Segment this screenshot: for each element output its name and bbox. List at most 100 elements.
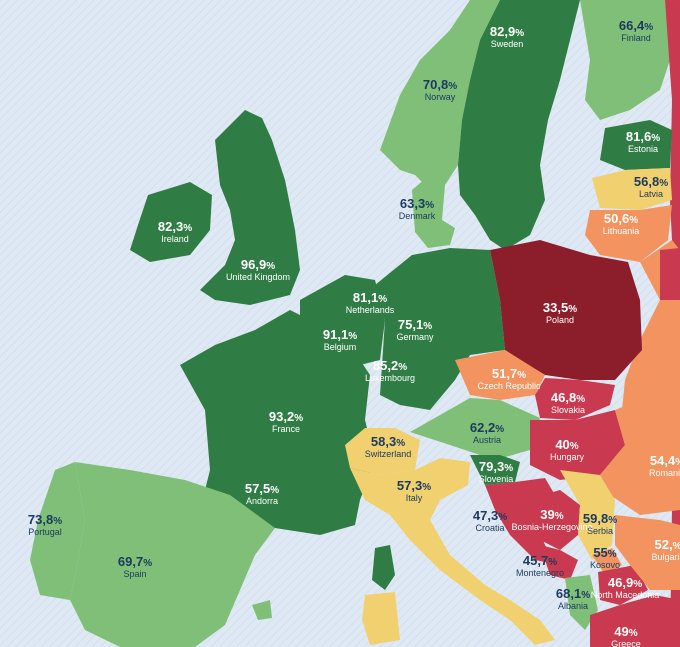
value-number: 68,1 (555, 586, 582, 601)
country-value: 57,3% (397, 479, 431, 493)
value-number: 57,3 (396, 478, 423, 493)
country-name: Montenegro (515, 568, 565, 578)
country-label-kosovo: 55% Kosovo (590, 546, 620, 570)
country-name: Andorra (245, 496, 279, 506)
percent-sign: % (607, 549, 617, 560)
germany-shape (375, 248, 505, 410)
switzerland-shape (345, 428, 420, 475)
percent-sign: % (266, 261, 276, 272)
country-value: 85,2% (365, 359, 415, 373)
country-label-slovakia: 46,8% Slovakia (551, 391, 585, 415)
value-number: 45,7 (522, 553, 549, 568)
percent-sign: % (425, 200, 435, 211)
value-number: 82,3 (157, 219, 184, 234)
montenegro-shape (540, 545, 578, 580)
percent-sign: % (348, 331, 358, 342)
country-name: North Macedonia (590, 590, 660, 600)
country-value: 96,9% (226, 258, 290, 272)
country-label-belgium: 91,1% Belgium (323, 328, 357, 352)
percent-sign: % (568, 304, 578, 315)
country-value: 49% (611, 625, 641, 639)
percent-sign: % (554, 511, 564, 522)
value-number: 85,2 (372, 358, 399, 373)
country-label-romania: 54,4%Romania (649, 454, 680, 478)
country-label-bosnia-herzegovina: 39% Bosnia-Herzegovina (511, 508, 592, 532)
slovakia-shape (535, 378, 615, 420)
percent-sign: % (398, 362, 408, 373)
country-name: Italy (405, 493, 423, 503)
value-number: 33,5 (542, 300, 569, 315)
value-number: 81,6 (625, 129, 652, 144)
percent-sign: % (517, 370, 527, 381)
czech-shape (455, 350, 545, 400)
country-value: 79,3% (479, 460, 514, 474)
romania-shape (600, 395, 680, 515)
value-number: 73,8 (27, 512, 54, 527)
percent-sign: % (548, 557, 558, 568)
percent-sign: % (629, 215, 639, 226)
country-name: Denmark (398, 211, 436, 221)
country-name: Kosovo (589, 560, 621, 570)
country-value: 47,3% (473, 509, 507, 523)
albania-shape (565, 575, 598, 630)
country-label-montenegro: 45,7% Montenegro (516, 554, 564, 578)
value-number: 40 (555, 437, 570, 452)
france-shape (180, 310, 375, 535)
percent-sign: % (504, 463, 514, 474)
italy-shape (350, 458, 555, 645)
greece-shape (590, 595, 680, 647)
percent-sign: % (495, 424, 505, 435)
country-name: France (271, 424, 300, 434)
country-name: Switzerland (364, 449, 412, 459)
percent-sign: % (659, 178, 669, 189)
value-number: 57,5 (244, 481, 271, 496)
percent-sign: % (498, 512, 508, 523)
bosnia-shape (525, 490, 580, 550)
latvia-shape (592, 168, 672, 210)
country-name: Belgium (323, 342, 357, 352)
value-number: 52, (654, 537, 673, 552)
country-label-united-kingdom: 96,9% United Kingdom (226, 258, 290, 282)
country-value: 59,8% (583, 512, 617, 526)
country-value: 66,4% (619, 19, 653, 33)
country-value: 75,1% (396, 318, 433, 332)
value-number: 96,9 (240, 257, 267, 272)
country-label-netherlands: 81,1% Netherlands (346, 291, 395, 315)
country-label-finland: 66,4% Finland (619, 19, 653, 43)
country-value: 82,9% (490, 25, 524, 39)
percent-sign: % (422, 482, 432, 493)
value-number: 46,8 (550, 390, 577, 405)
country-label-sweden: 82,9% Sweden (490, 25, 524, 49)
country-label-italy: 57,3% Italy (397, 479, 431, 503)
percent-sign: % (644, 22, 654, 33)
country-label-austria: 62,2% Austria (470, 421, 504, 445)
country-name: Austria (472, 435, 501, 445)
percent-sign: % (423, 321, 433, 332)
value-number: 81,1 (352, 290, 379, 305)
percent-sign: % (633, 579, 643, 590)
value-number: 55 (593, 545, 608, 560)
country-name: Estonia (627, 144, 659, 154)
corsica-shape (252, 600, 272, 620)
country-value: 91,1% (323, 328, 357, 342)
country-name: Finland (621, 33, 651, 43)
country-value: 68,1% (556, 587, 590, 601)
value-number: 59,8 (582, 511, 609, 526)
country-value: 81,6% (626, 130, 660, 144)
spain-shape (70, 462, 275, 647)
value-number: 75,1 (397, 317, 424, 332)
country-label-luxembourg: 85,2% Luxembourg (365, 359, 415, 383)
percent-sign: % (294, 413, 304, 424)
percent-sign: % (448, 81, 458, 92)
percent-sign: % (183, 223, 193, 234)
country-name: Ireland (161, 234, 189, 244)
country-value: 46,8% (551, 391, 585, 405)
country-label-portugal: 73,8% Portugal (28, 513, 62, 537)
denmark-shape (412, 175, 455, 248)
percent-sign: % (673, 541, 680, 552)
country-value: 58,3% (365, 435, 412, 449)
country-label-estonia: 81,6% Estonia (626, 130, 660, 154)
country-label-lithuania: 50,6% Lithuania (603, 212, 640, 236)
